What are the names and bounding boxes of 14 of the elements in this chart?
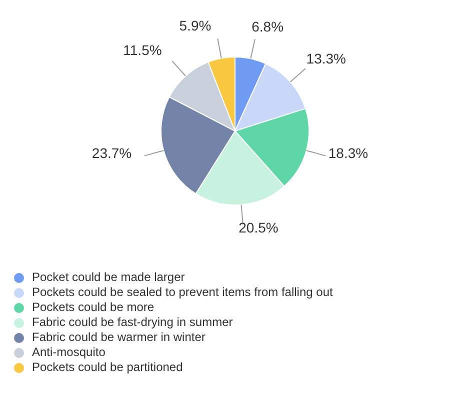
data-label: 23.7% xyxy=(92,144,132,161)
data-label: 6.8% xyxy=(252,18,284,34)
legend-label: Pockets could be partitioned xyxy=(32,360,183,375)
legend-label: Anti-mosquito xyxy=(32,345,106,360)
legend-label: Fabric could be warmer in winter xyxy=(32,330,206,345)
legend-label: Pockets could be more xyxy=(32,300,154,315)
legend-label: Pocket could be made larger xyxy=(32,270,185,285)
data-label: 5.9% xyxy=(179,18,212,34)
legend-label: Fabric could be fast-drying in summer xyxy=(32,315,233,330)
legend-label: Pockets could be sealed to prevent items from falling out xyxy=(32,285,333,300)
data-label: 20.5% xyxy=(238,220,278,236)
data-label: 18.3% xyxy=(328,144,368,161)
data-label: 11.5% xyxy=(123,42,162,58)
data-label: 13.3% xyxy=(306,50,346,66)
